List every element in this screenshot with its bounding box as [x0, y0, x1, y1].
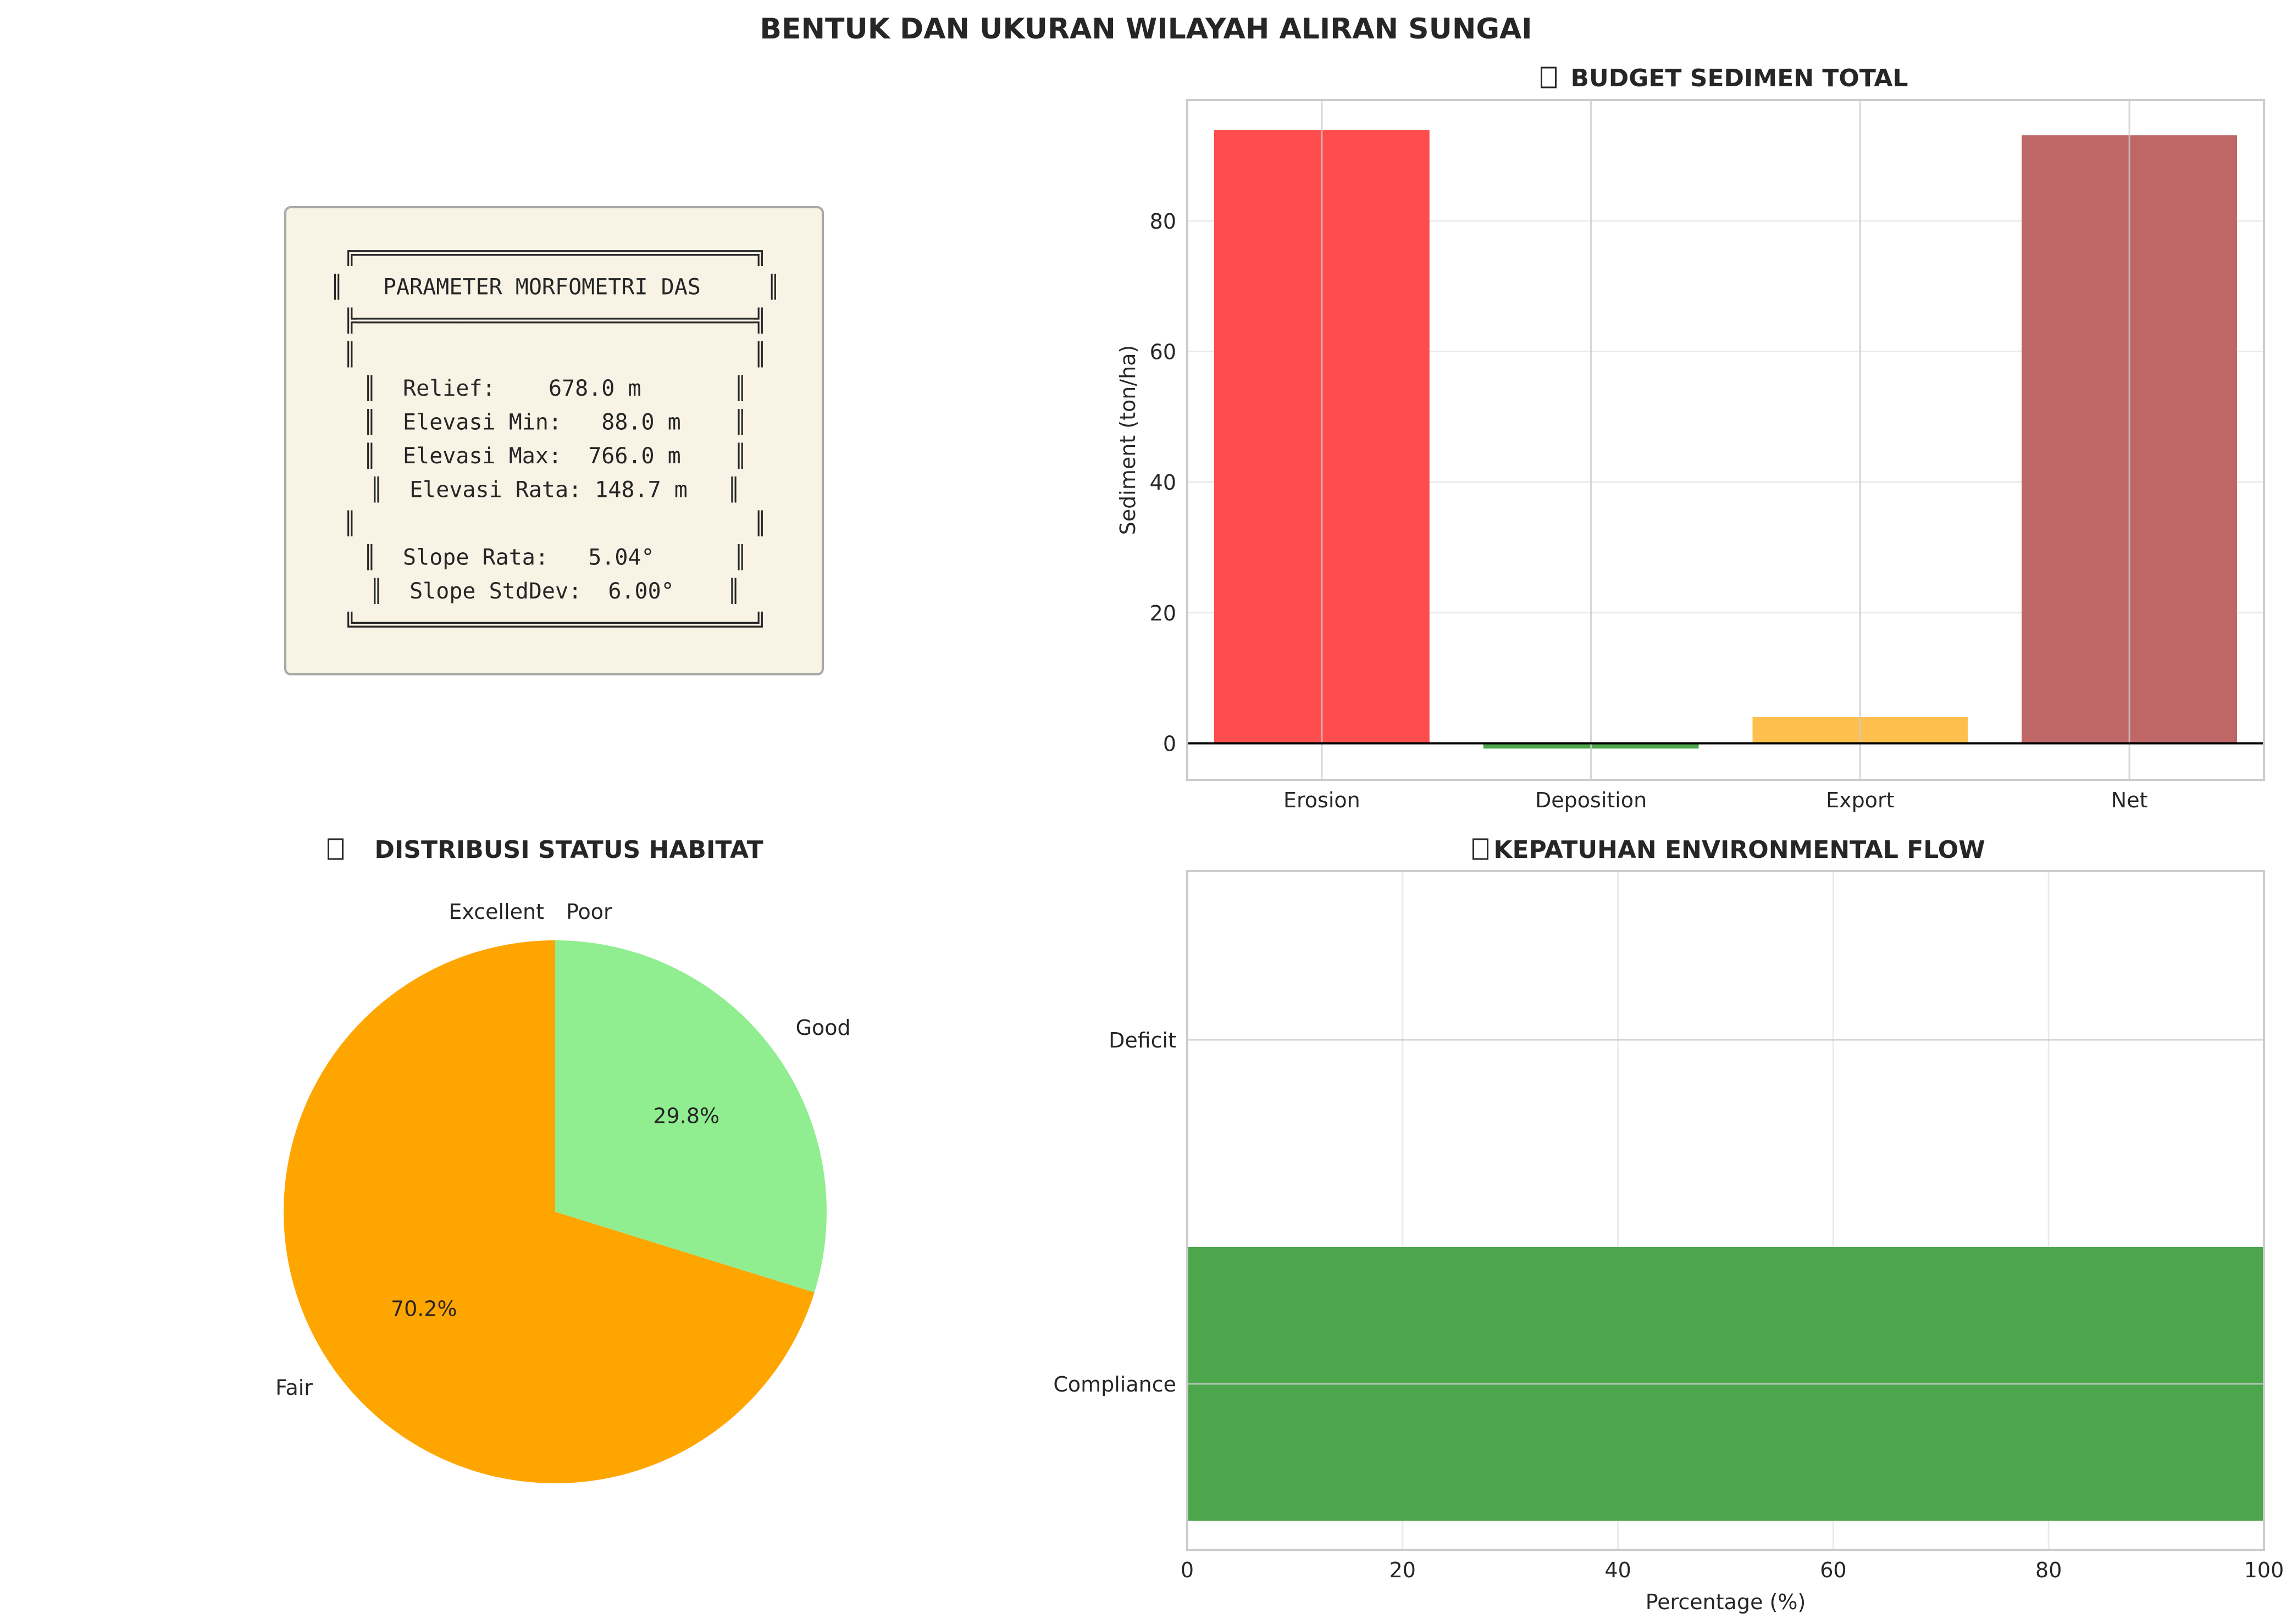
pie-slice-fair: [284, 940, 815, 1483]
habitat-pie-chart: DISTRIBUSI STATUS HABITATExcellent0.0%Go…: [275, 836, 851, 1483]
x-tick-label: Erosion: [1283, 788, 1360, 812]
pie-slice-good: [555, 940, 827, 1293]
missing-glyph-icon: [1541, 66, 1557, 88]
info-line: ║ Elevasi Rata: 148.7 m ║: [370, 476, 740, 503]
pie-pct-label: 70.2%: [391, 1297, 457, 1321]
chart-title: BUDGET SEDIMEN TOTAL: [1570, 64, 1908, 92]
pie-label: Fair: [275, 1376, 313, 1400]
x-tick-label: 0: [1181, 1558, 1194, 1582]
x-tick-label: 20: [1389, 1558, 1416, 1582]
x-tick-label: 100: [2244, 1558, 2284, 1582]
x-tick-label: 80: [2035, 1558, 2062, 1582]
eflow-compliance-chart: KEPATUHAN ENVIRONMENTAL FLOW 0 20 40 60 80 100…: [1053, 836, 2284, 1614]
y-tick-label: 20: [1150, 601, 1176, 625]
y-tick-label: 0: [1163, 731, 1176, 756]
axes-frame: [1186, 870, 2265, 1551]
x-tick-label: Deposition: [1535, 788, 1647, 812]
missing-glyph-icon: [328, 838, 344, 860]
y-tick-label: Deficit: [1109, 1028, 1176, 1052]
info-line: ║ Elevasi Max: 766.0 m ║: [363, 442, 747, 469]
info-line: ║ ║: [344, 510, 767, 536]
y-tick-label: Compliance: [1053, 1372, 1176, 1396]
info-box-background: [284, 206, 824, 675]
info-box-lines: ╔══════════════════════════════╗ ║ PARAME…: [330, 241, 780, 638]
y-tick-label: 60: [1150, 340, 1176, 364]
y-tick-label: 80: [1150, 209, 1176, 234]
x-tick-label: Export: [1826, 788, 1894, 812]
x-tick-label: Net: [2111, 788, 2148, 812]
chart-title: KEPATUHAN ENVIRONMENTAL FLOW: [1493, 836, 1985, 864]
pie-label: Excellent: [449, 900, 544, 924]
y-tick-label: 40: [1150, 470, 1176, 495]
info-line: ║ PARAMETER MORFOMETRI DAS ║: [330, 274, 780, 300]
info-line: ╔══════════════════════════════╗: [344, 241, 767, 266]
info-line: ║ Slope StdDev: 6.00° ║: [370, 578, 740, 604]
info-line: ╚══════════════════════════════╝: [344, 612, 767, 638]
sediment-budget-chart: BUDGET SEDIMEN TOTAL 0 20 40 60 80 Erosion Depo…: [1116, 64, 2265, 812]
info-line: ║ Elevasi Min: 88.0 m ║: [363, 409, 747, 435]
pie-pct-label: 29.8%: [653, 1104, 719, 1128]
pie-label: Good: [796, 1016, 851, 1040]
info-line: ║ ║: [344, 341, 767, 368]
axes-frame: [1186, 99, 2265, 781]
chart-title: DISTRIBUSI STATUS HABITAT: [374, 836, 763, 864]
pie-label: Poor: [566, 900, 612, 924]
info-line: ║ Relief: 678.0 m ║: [363, 375, 747, 401]
x-axis-label: Percentage (%): [1646, 1590, 1806, 1614]
missing-glyph-icon: [1472, 838, 1488, 860]
info-line: ╠══════════════════════════════╣: [344, 307, 767, 334]
info-box: ╔══════════════════════════════╗ ║ PARAME…: [284, 206, 824, 675]
x-tick-label: 60: [1820, 1558, 1846, 1582]
x-tick-label: 40: [1604, 1558, 1631, 1582]
y-axis-label: Sediment (ton/ha): [1116, 345, 1140, 535]
figure-title: BENTUK DAN UKURAN WILAYAH ALIRAN SUNGAI: [760, 13, 1532, 46]
info-line: ║ Slope Rata: 5.04° ║: [363, 544, 747, 570]
